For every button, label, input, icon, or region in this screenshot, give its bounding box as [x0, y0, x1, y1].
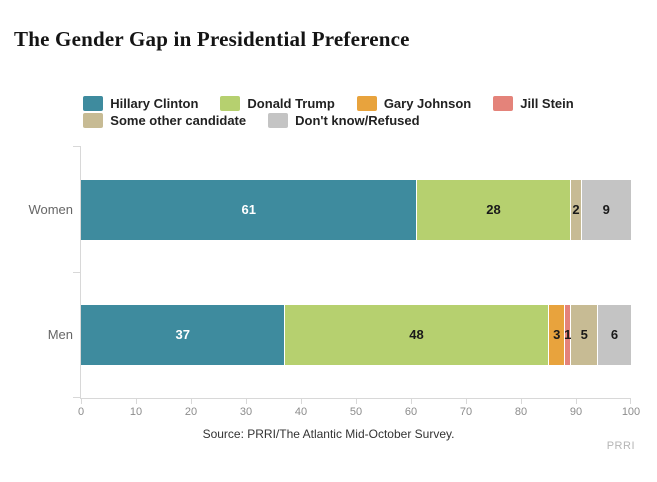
x-axis-tick-label: 0: [77, 406, 85, 418]
legend-item-donald-trump[interactable]: Donald Trump: [220, 96, 335, 111]
bar-value-label: 1: [564, 327, 572, 342]
x-axis-tick-label: 20: [184, 406, 198, 418]
bar-value-label: 2: [572, 202, 580, 217]
legend-swatch-some-other-candidate: [83, 113, 104, 128]
x-axis-tick: [466, 398, 467, 404]
bar-segment-gary-johnson-men: [548, 305, 564, 365]
bar-row-men: Men 37 48 3 1 5 6: [48, 305, 631, 365]
bar-value-label: 6: [610, 327, 619, 342]
bar-segment-some-other-candidate-men: [570, 305, 597, 365]
x-axis-tick: [81, 398, 82, 404]
x-axis-tick: [356, 398, 357, 404]
legend-inner: Hillary Clinton Donald Trump Gary Johnson J…: [83, 95, 574, 129]
x-axis-tick: [301, 398, 302, 404]
bar-value-label: 5: [580, 327, 588, 342]
bar-row-women: Women 61 28 2 9: [28, 180, 631, 240]
x-axis-tick-label: 80: [514, 406, 528, 418]
bar-value-label: 48: [409, 327, 424, 342]
legend-label: Hillary Clinton: [110, 96, 199, 111]
prri-watermark: PRRI: [606, 440, 635, 452]
legend-row-2: Some other candidate Don't know/Refused: [83, 112, 573, 129]
x-axis-tick: [630, 398, 631, 404]
legend-label: Some other candidate: [110, 113, 247, 128]
legend-label: Gary Johnson: [383, 96, 472, 111]
source-text: Source: PRRI/The Atlantic Mid-October Su…: [202, 427, 455, 441]
plot-area: 0 10 20 30 40 50 60 70 80 90 100 Women 61 28 2 9 Men 37 48…: [28, 146, 640, 418]
page-title: The Gender Gap in Presidential Preferenc…: [14, 27, 410, 51]
bar-value-label: 61: [241, 202, 256, 217]
y-axis-tick: [73, 146, 81, 147]
x-axis-tick-label: 50: [349, 406, 363, 418]
legend-swatch-don-t-know-refused: [268, 113, 289, 128]
legend: Hillary Clinton Donald Trump Gary Johnson J…: [0, 95, 657, 129]
bar-value-label: 28: [486, 202, 501, 217]
bar-segment-hillary-clinton-women: [81, 180, 416, 240]
x-axis-tick: [246, 398, 247, 404]
bar-value-label: 37: [175, 327, 190, 342]
legend-swatch-jill-stein: [493, 96, 514, 111]
legend-row-1: Hillary Clinton Donald Trump Gary Johnson J…: [83, 95, 574, 112]
bar-value-label: 9: [602, 202, 610, 217]
y-axis-tick: [73, 272, 81, 273]
legend-swatch-gary-johnson: [356, 96, 377, 111]
legend-item-some-other-candidate[interactable]: Some other candidate: [83, 113, 246, 128]
bar-segment-some-other-candidate-women: [570, 180, 581, 240]
bar-segment-donald-trump-women: [416, 180, 570, 240]
bar-segment-hillary-clinton-men: [81, 305, 284, 365]
x-axis-tick: [411, 398, 412, 404]
legend-item-don-t-know-refused[interactable]: Don't know/Refused: [268, 113, 420, 128]
x-axis-tick-label: 100: [621, 406, 641, 418]
legend-label: Jill Stein: [520, 96, 574, 111]
y-axis-tick: [73, 397, 81, 398]
bar-segment-donald-trump-men: [284, 305, 548, 365]
x-axis-tick: [191, 398, 192, 404]
x-axis-tick-label: 30: [239, 406, 253, 418]
x-axis-tick-label: 40: [294, 406, 308, 418]
legend-item-gary-johnson[interactable]: Gary Johnson: [356, 96, 472, 111]
legend-swatch-hillary-clinton: [83, 96, 104, 111]
x-axis-tick-label: 90: [569, 406, 583, 418]
legend-item-hillary-clinton[interactable]: Hillary Clinton: [83, 96, 198, 111]
x-axis-tick-label: 70: [459, 406, 473, 418]
bar-segment-jill-stein-men: [565, 305, 570, 365]
x-axis-tick-label: 60: [404, 406, 418, 418]
category-label-men: Men: [47, 327, 73, 342]
category-label-women: Women: [28, 202, 73, 217]
legend-swatch-donald-trump: [220, 96, 241, 111]
x-axis-tick: [521, 398, 522, 404]
legend-label: Don't know/Refused: [295, 113, 420, 128]
x-axis-tick: [576, 398, 577, 404]
x-axis-tick-label: 10: [129, 406, 143, 418]
legend-item-jill-stein[interactable]: Jill Stein: [493, 96, 574, 111]
x-axis-tick: [136, 398, 137, 404]
bar-segment-don-t-know-refused-men: [598, 305, 631, 365]
legend-label: Donald Trump: [247, 96, 335, 111]
bar-value-label: 3: [553, 327, 561, 342]
bar-segment-don-t-know-refused-women: [581, 180, 631, 240]
